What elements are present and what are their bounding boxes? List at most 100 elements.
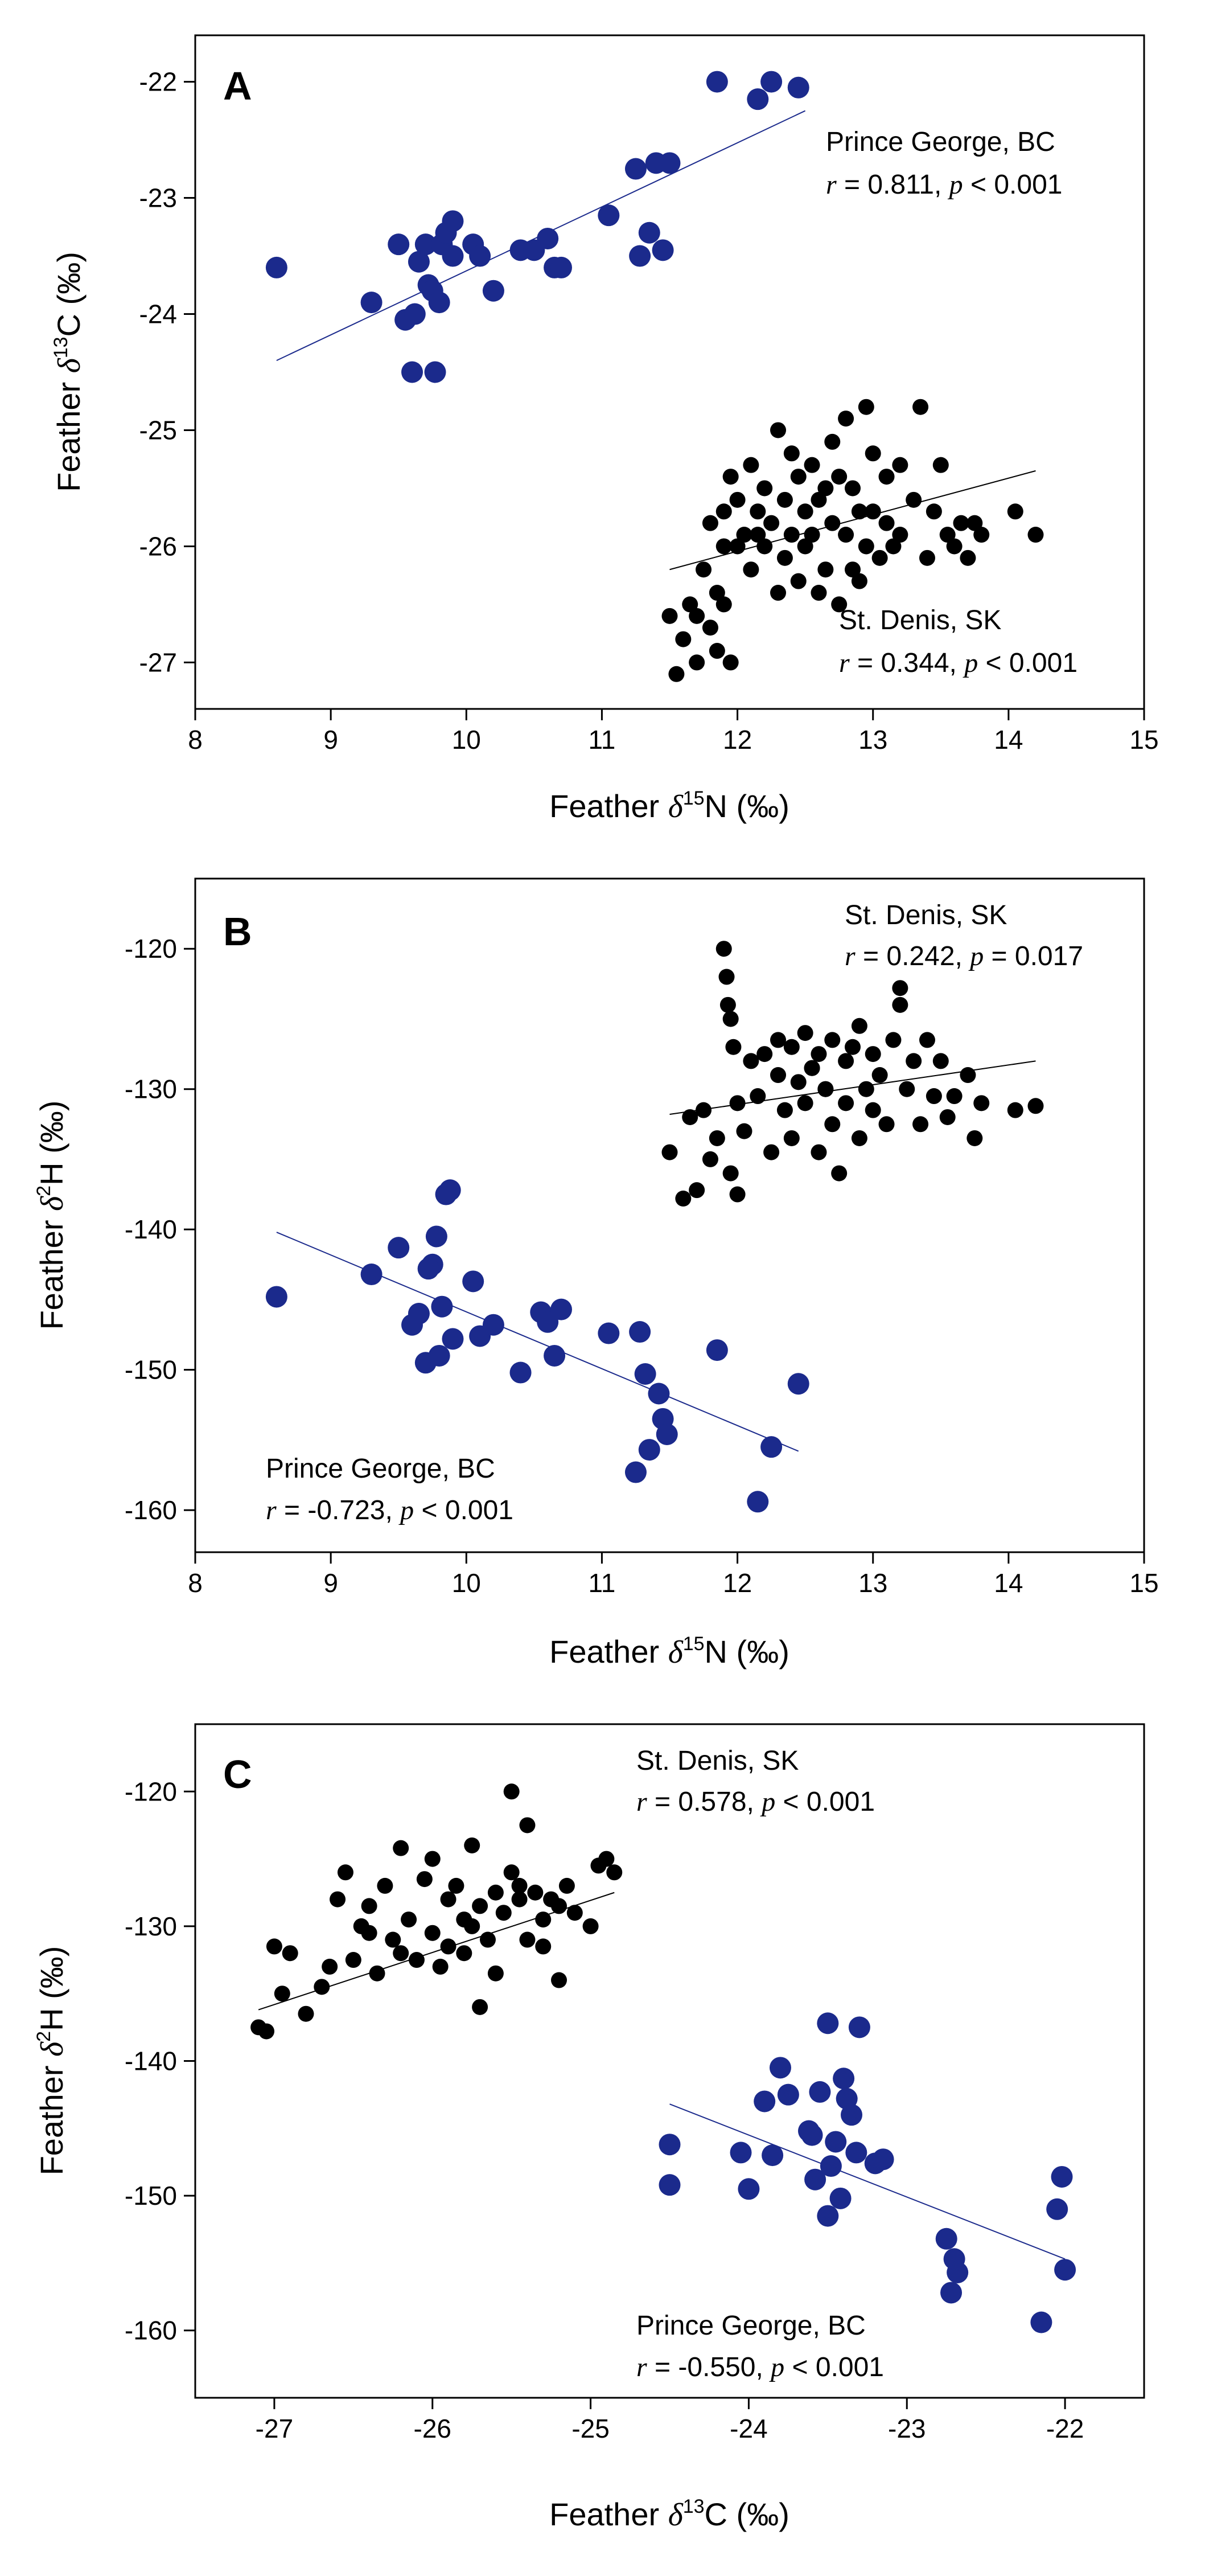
annotation-site-c-1: St. Denis, SK <box>636 1746 799 1776</box>
data-point-st-denis-sk <box>582 1918 599 1934</box>
data-point-prince-george-bc <box>482 280 504 302</box>
data-point-prince-george-bc <box>408 1303 430 1325</box>
data-point-st-denis-sk <box>851 1018 867 1034</box>
y-ticks-c: -160 -150 -140 -130 -120 <box>125 1777 195 2345</box>
y-axis-title-b: Feather δ2H (‰) <box>33 1101 70 1330</box>
annotation-stat-a-2: r = 0.344, p < 0.001 <box>839 648 1077 678</box>
y-tick-label: -160 <box>125 1495 177 1525</box>
regression-line-prince-george-bc <box>669 2103 1066 2260</box>
data-point-prince-george-bc <box>833 2068 855 2090</box>
data-point-st-denis-sk <box>756 538 773 555</box>
panel-letter-c: C <box>223 1752 252 1796</box>
data-point-prince-george-bc <box>598 204 620 227</box>
data-point-st-denis-sk <box>456 1945 472 1962</box>
x-axis-title-b: Feather δ15N (‰) <box>549 1633 789 1670</box>
data-point-prince-george-bc <box>629 1321 651 1343</box>
data-point-prince-george-bc <box>550 1298 572 1320</box>
data-point-prince-george-bc <box>940 2282 963 2304</box>
data-point-st-denis-sk <box>824 433 841 450</box>
data-point-st-denis-sk <box>960 1067 976 1084</box>
data-point-st-denis-sk <box>696 1102 712 1118</box>
data-point-prince-george-bc <box>550 256 572 278</box>
x-tick-label: 8 <box>188 1568 203 1598</box>
annotation-site-c-2: Prince George, BC <box>636 2311 866 2341</box>
data-point-prince-george-bc <box>638 221 660 244</box>
data-point-st-denis-sk <box>763 1144 780 1160</box>
data-point-st-denis-sk <box>330 1891 346 1908</box>
data-point-prince-george-bc <box>629 245 651 267</box>
data-point-st-denis-sk <box>831 1165 848 1182</box>
data-point-prince-george-bc <box>634 1363 656 1385</box>
x-tick-label: -23 <box>888 2414 926 2443</box>
x-tick-label: 10 <box>452 725 481 754</box>
panel-letter-a: A <box>223 64 252 108</box>
plot-frame-c <box>194 1723 1145 2399</box>
data-point-prince-george-bc <box>706 71 728 93</box>
data-point-prince-george-bc <box>265 1286 287 1308</box>
data-point-prince-george-bc <box>414 233 437 256</box>
data-point-prince-george-bc <box>544 1344 566 1367</box>
x-ticks-c: -27 -26 -25 -24 -23 -22 <box>256 2398 1084 2443</box>
data-point-prince-george-bc <box>935 2228 957 2250</box>
data-point-st-denis-sk <box>838 527 854 543</box>
x-tick-label: -26 <box>414 2414 451 2443</box>
data-point-st-denis-sk <box>783 1039 800 1055</box>
data-point-st-denis-sk <box>401 1912 417 1928</box>
data-point-st-denis-sk <box>743 457 759 473</box>
data-point-prince-george-bc <box>845 2142 867 2164</box>
data-point-st-denis-sk <box>606 1864 623 1881</box>
data-point-st-denis-sk <box>337 1864 353 1881</box>
data-point-prince-george-bc <box>509 1361 532 1384</box>
data-point-prince-george-bc <box>760 71 783 93</box>
data-point-st-denis-sk <box>464 1837 480 1853</box>
x-tick-label: 14 <box>994 1568 1023 1598</box>
data-point-prince-george-bc <box>817 2012 839 2034</box>
data-point-st-denis-sk <box>817 1081 834 1097</box>
data-point-prince-george-bc <box>648 1383 670 1405</box>
data-point-st-denis-sk <box>892 527 908 543</box>
data-point-prince-george-bc <box>598 1322 620 1344</box>
data-point-prince-george-bc <box>401 361 423 383</box>
data-point-st-denis-sk <box>709 1130 725 1146</box>
annotation-site-a-2: St. Denis, SK <box>839 605 1001 635</box>
data-point-st-denis-sk <box>487 1884 504 1901</box>
data-point-st-denis-sk <box>322 1958 338 1975</box>
x-ticks-b: 8 9 10 11 12 13 14 15 <box>188 1552 1159 1598</box>
data-point-st-denis-sk <box>511 1877 528 1894</box>
data-point-st-denis-sk <box>566 1905 583 1921</box>
data-point-prince-george-bc <box>424 361 446 383</box>
data-point-st-denis-sk <box>472 1898 488 1914</box>
data-point-st-denis-sk <box>824 515 841 531</box>
data-point-st-denis-sk <box>718 969 735 985</box>
annotation-site-b-1: Prince George, BC <box>266 1454 495 1484</box>
data-point-st-denis-sk <box>770 422 787 438</box>
data-point-st-denis-sk <box>967 1130 983 1146</box>
data-point-st-denis-sk <box>838 411 854 427</box>
data-point-st-denis-sk <box>689 608 705 624</box>
data-point-st-denis-sk <box>361 1925 377 1941</box>
data-point-st-denis-sk <box>715 503 732 520</box>
data-point-st-denis-sk <box>551 1972 567 1988</box>
data-point-st-denis-sk <box>1027 1098 1044 1114</box>
data-point-st-denis-sk <box>385 1931 401 1948</box>
data-point-st-denis-sk <box>722 1165 739 1182</box>
data-point-prince-george-bc <box>388 1237 410 1259</box>
data-point-st-denis-sk <box>892 457 908 473</box>
data-point-st-denis-sk <box>892 980 908 996</box>
data-point-st-denis-sk <box>899 1081 915 1097</box>
data-point-st-denis-sk <box>932 457 949 473</box>
data-point-st-denis-sk <box>939 1109 956 1125</box>
data-point-prince-george-bc <box>537 227 559 249</box>
data-point-st-denis-sk <box>953 515 969 531</box>
data-point-st-denis-sk <box>675 1190 692 1207</box>
data-point-st-denis-sk <box>598 1851 615 1867</box>
data-point-st-denis-sk <box>702 515 718 531</box>
x-tick-label: 15 <box>1129 725 1158 754</box>
x-tick-label: 11 <box>589 725 616 754</box>
data-point-st-denis-sk <box>558 1877 575 1894</box>
y-tick-label: -150 <box>125 2181 177 2210</box>
y-tick-label: -120 <box>125 1777 177 1806</box>
data-point-prince-george-bc <box>787 76 809 99</box>
data-point-st-denis-sk <box>885 1032 902 1048</box>
data-point-prince-george-bc <box>659 152 681 174</box>
